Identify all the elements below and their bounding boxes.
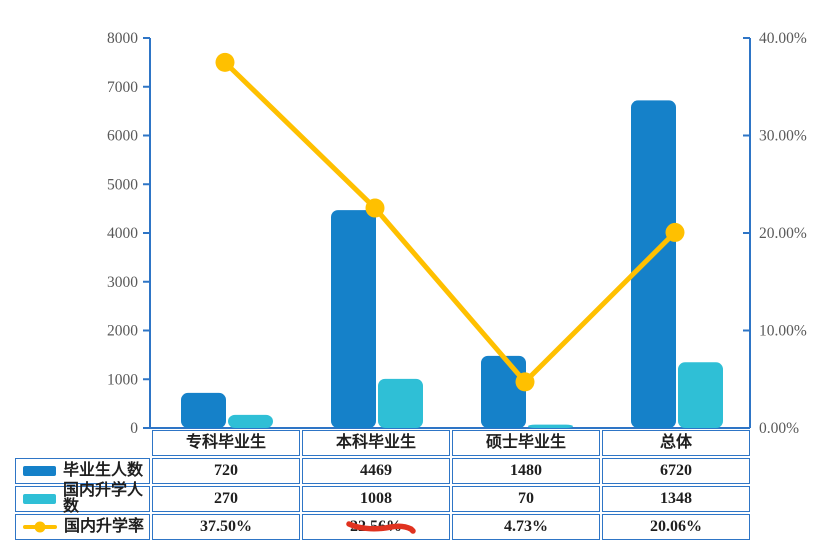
left-axis-tick-label: 6000 — [107, 128, 138, 145]
legend-bar-blue-swatch — [23, 466, 56, 476]
right-axis-tick-label: 20.00% — [759, 225, 807, 242]
line-marker-domestic-further-study-rate-2 — [515, 372, 535, 392]
legend-item-graduates: 毕业生人数 — [15, 458, 150, 484]
table-cell: 4469 — [302, 458, 450, 484]
right-axis-tick-label: 0.00% — [759, 420, 799, 437]
left-axis-tick-label: 5000 — [107, 176, 138, 193]
left-axis-tick-label: 4000 — [107, 225, 138, 242]
line-domestic-further-study-rate — [222, 59, 678, 385]
left-axis-tick-label: 0 — [130, 420, 138, 437]
right-axis-tick-label: 30.00% — [759, 128, 807, 145]
bar-graduates-3 — [631, 100, 676, 429]
bar-domestic-further-study-1 — [378, 378, 423, 428]
table-cell: 1008 — [302, 486, 450, 512]
line-marker-domestic-further-study-rate-1 — [365, 198, 385, 218]
table-cell: 20.06% — [602, 514, 750, 540]
table-cell: 1348 — [602, 486, 750, 512]
legend-label: 国内升学人数 — [63, 482, 144, 515]
bar-graduates-1 — [331, 210, 376, 428]
legend-label: 毕业生人数 — [63, 462, 144, 479]
left-axis-tick-label: 8000 — [107, 30, 138, 47]
legend-label: 国内升学率 — [64, 518, 145, 535]
table-header-cell: 总体 — [602, 430, 750, 456]
table-header-cell: 本科毕业生 — [302, 430, 450, 456]
right-axis-tick-label: 40.00% — [759, 30, 807, 47]
table-header-cell: 专科毕业生 — [152, 430, 300, 456]
left-axis-tick-label: 7000 — [107, 79, 138, 96]
bar-graduates-2 — [481, 355, 526, 428]
left-axis-tick-label: 2000 — [107, 323, 138, 340]
bar-domestic-further-study-0 — [228, 414, 273, 428]
table-cell: 37.50% — [152, 514, 300, 540]
table-cell: 70 — [452, 486, 600, 512]
table-cell: 6720 — [602, 458, 750, 484]
legend-line-yellow-swatch — [23, 525, 57, 529]
right-axis-tick-label: 10.00% — [759, 323, 807, 340]
table-header-cell: 硕士毕业生 — [452, 430, 600, 456]
left-axis-tick-label: 1000 — [107, 371, 138, 388]
line-marker-domestic-further-study-rate-3 — [665, 222, 685, 242]
table-cell: 720 — [152, 458, 300, 484]
legend-bar-teal-swatch — [23, 494, 56, 504]
bar-graduates-0 — [181, 392, 226, 428]
bar-domestic-further-study-3 — [678, 362, 723, 428]
legend-item-rate: 国内升学率 — [15, 514, 150, 540]
left-axis-tick-label: 3000 — [107, 274, 138, 291]
table-cell-underlined: 22.56% — [302, 514, 450, 540]
data-table: 专科毕业生 本科毕业生 硕士毕业生 总体 毕业生人数 720 4469 1480… — [15, 430, 750, 540]
legend-item-domestic-further-study: 国内升学人数 — [15, 482, 150, 515]
line-marker-domestic-further-study-rate-0 — [215, 52, 235, 72]
table-cell: 4.73% — [452, 514, 600, 540]
table-cell: 270 — [152, 486, 300, 512]
bar-domestic-further-study-2 — [528, 424, 573, 428]
table-cell: 1480 — [452, 458, 600, 484]
